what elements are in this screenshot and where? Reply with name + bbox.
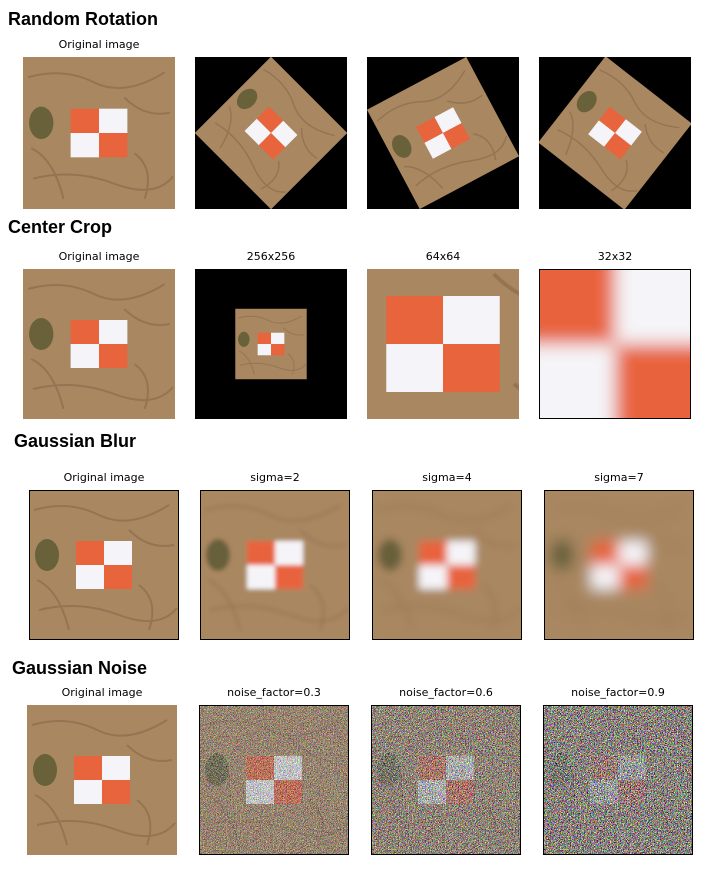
image <box>23 269 175 419</box>
image <box>23 57 175 209</box>
section-title: Random Rotation <box>8 9 158 29</box>
image <box>539 57 691 209</box>
image <box>367 57 519 209</box>
image <box>372 490 522 640</box>
image-frame <box>371 705 521 855</box>
image-frame <box>544 490 694 640</box>
image-frame <box>200 490 350 640</box>
image-frame <box>543 705 693 855</box>
image <box>371 705 521 855</box>
caption: sigma=4 <box>422 471 471 484</box>
caption: 32x32 <box>598 250 633 263</box>
image-frame <box>199 705 349 855</box>
image-frame <box>372 490 522 640</box>
caption: sigma=7 <box>594 471 643 484</box>
caption: Original image <box>64 471 145 484</box>
image <box>29 490 179 640</box>
image-frame <box>539 269 691 419</box>
image <box>195 57 347 209</box>
caption: 256x256 <box>247 250 296 263</box>
section-title: Gaussian Blur <box>14 431 136 451</box>
image <box>544 490 694 640</box>
caption: sigma=2 <box>250 471 299 484</box>
caption: noise_factor=0.9 <box>571 686 665 699</box>
image <box>195 269 347 419</box>
image <box>543 705 693 855</box>
section-title: Center Crop <box>8 217 112 237</box>
caption: 64x64 <box>426 250 461 263</box>
image-frame <box>29 490 179 640</box>
image <box>199 705 349 855</box>
caption: noise_factor=0.3 <box>227 686 321 699</box>
image <box>200 490 350 640</box>
caption: Original image <box>59 38 140 51</box>
caption: Original image <box>62 686 143 699</box>
section-title: Gaussian Noise <box>12 658 147 678</box>
caption: Original image <box>59 250 140 263</box>
image <box>27 705 177 855</box>
caption: noise_factor=0.6 <box>399 686 493 699</box>
